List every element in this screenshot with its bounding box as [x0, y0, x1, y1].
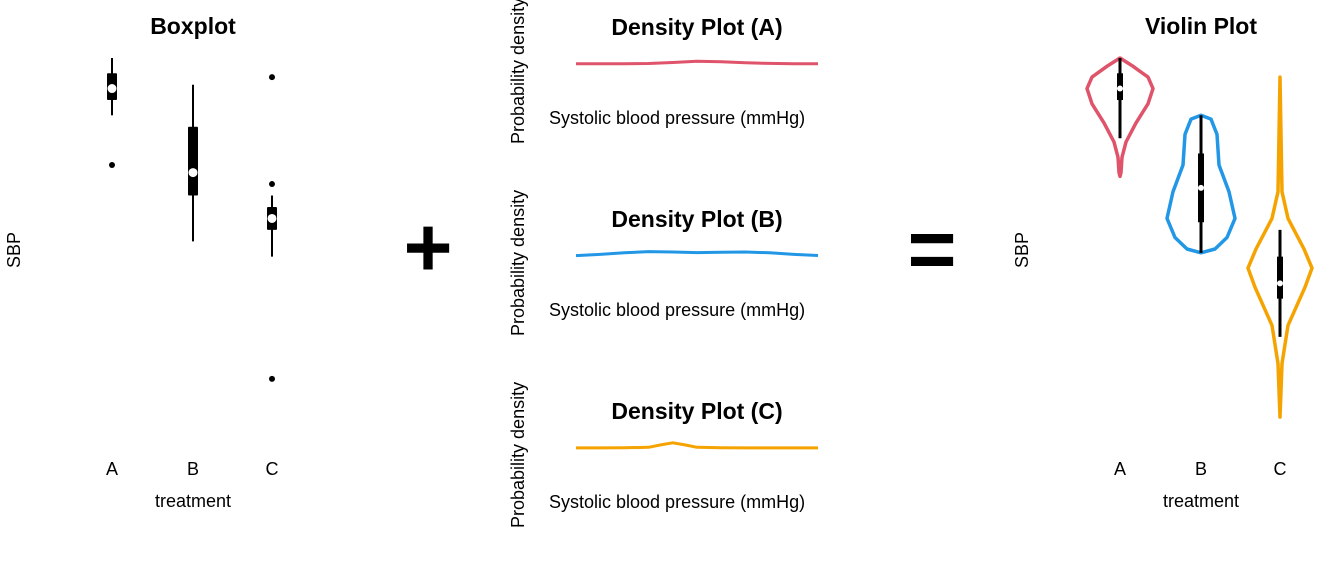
density-c-title: Density Plot (C) [611, 398, 782, 424]
boxplot-panel: Boxplot A B C treatment SBP [4, 13, 279, 511]
density-a-y-axis-label: Probability density [508, 0, 528, 144]
violin-title: Violin Plot [1145, 13, 1257, 39]
boxplot-box [188, 126, 198, 196]
boxplot-outlier [269, 181, 275, 188]
density-c-x-axis-label: Systolic blood pressure (mmHg) [549, 492, 805, 512]
violin-tick-label: B [1195, 459, 1207, 479]
boxplot-outlier [269, 375, 275, 382]
equals-operator: = [907, 202, 956, 296]
boxplot-title: Boxplot [150, 13, 236, 39]
violin-x-axis-label: treatment [1163, 491, 1239, 511]
density-a-title: Density Plot (A) [611, 14, 782, 40]
boxplot-tick-label: C [266, 459, 279, 479]
density-panel-a: Density Plot (A) Systolic blood pressure… [508, 0, 819, 144]
density-b-line [575, 250, 819, 258]
boxplot-x-axis-label: treatment [155, 491, 231, 511]
boxplot-tick-label: B [187, 459, 199, 479]
boxplot-tick-label: A [106, 459, 118, 479]
density-c-line [576, 441, 818, 450]
boxplot-marks [107, 58, 277, 382]
density-a-x-axis-label: Systolic blood pressure (mmHg) [549, 108, 805, 128]
violin-marks [1085, 56, 1314, 419]
violin-median-point [1277, 280, 1283, 287]
boxplot-median-point [107, 84, 117, 94]
violin-panel: Violin Plot A B C treatment SBP [1012, 13, 1314, 511]
density-c-y-axis-label: Probability density [508, 382, 528, 528]
violin-outline [1085, 56, 1155, 179]
density-b-y-axis-label: Probability density [508, 190, 528, 336]
density-panel-c: Density Plot (C) Systolic blood pressure… [508, 382, 818, 528]
boxplot-median-point [188, 168, 198, 178]
density-panel-b: Density Plot (B) Systolic blood pressure… [508, 190, 819, 336]
violin-x-ticks: A B C [1114, 459, 1287, 479]
density-b-x-axis-label: Systolic blood pressure (mmHg) [549, 300, 805, 320]
violin-tick-label: C [1274, 459, 1287, 479]
violin-y-axis-label: SBP [1012, 232, 1032, 268]
violin-outline [1246, 75, 1314, 419]
density-b-title: Density Plot (B) [611, 206, 782, 232]
density-a-line [576, 59, 819, 66]
violin-tick-label: A [1114, 459, 1126, 479]
boxplot-outlier [269, 74, 275, 81]
boxplot-median-point [267, 213, 277, 223]
plus-operator: + [403, 200, 452, 294]
boxplot-x-ticks: A B C [106, 459, 279, 479]
violin-median-point [1117, 85, 1123, 92]
boxplot-y-axis-label: SBP [4, 232, 24, 268]
boxplot-outlier [109, 161, 115, 168]
density-clip-mask [840, 0, 900, 576]
violin-median-point [1198, 184, 1204, 191]
